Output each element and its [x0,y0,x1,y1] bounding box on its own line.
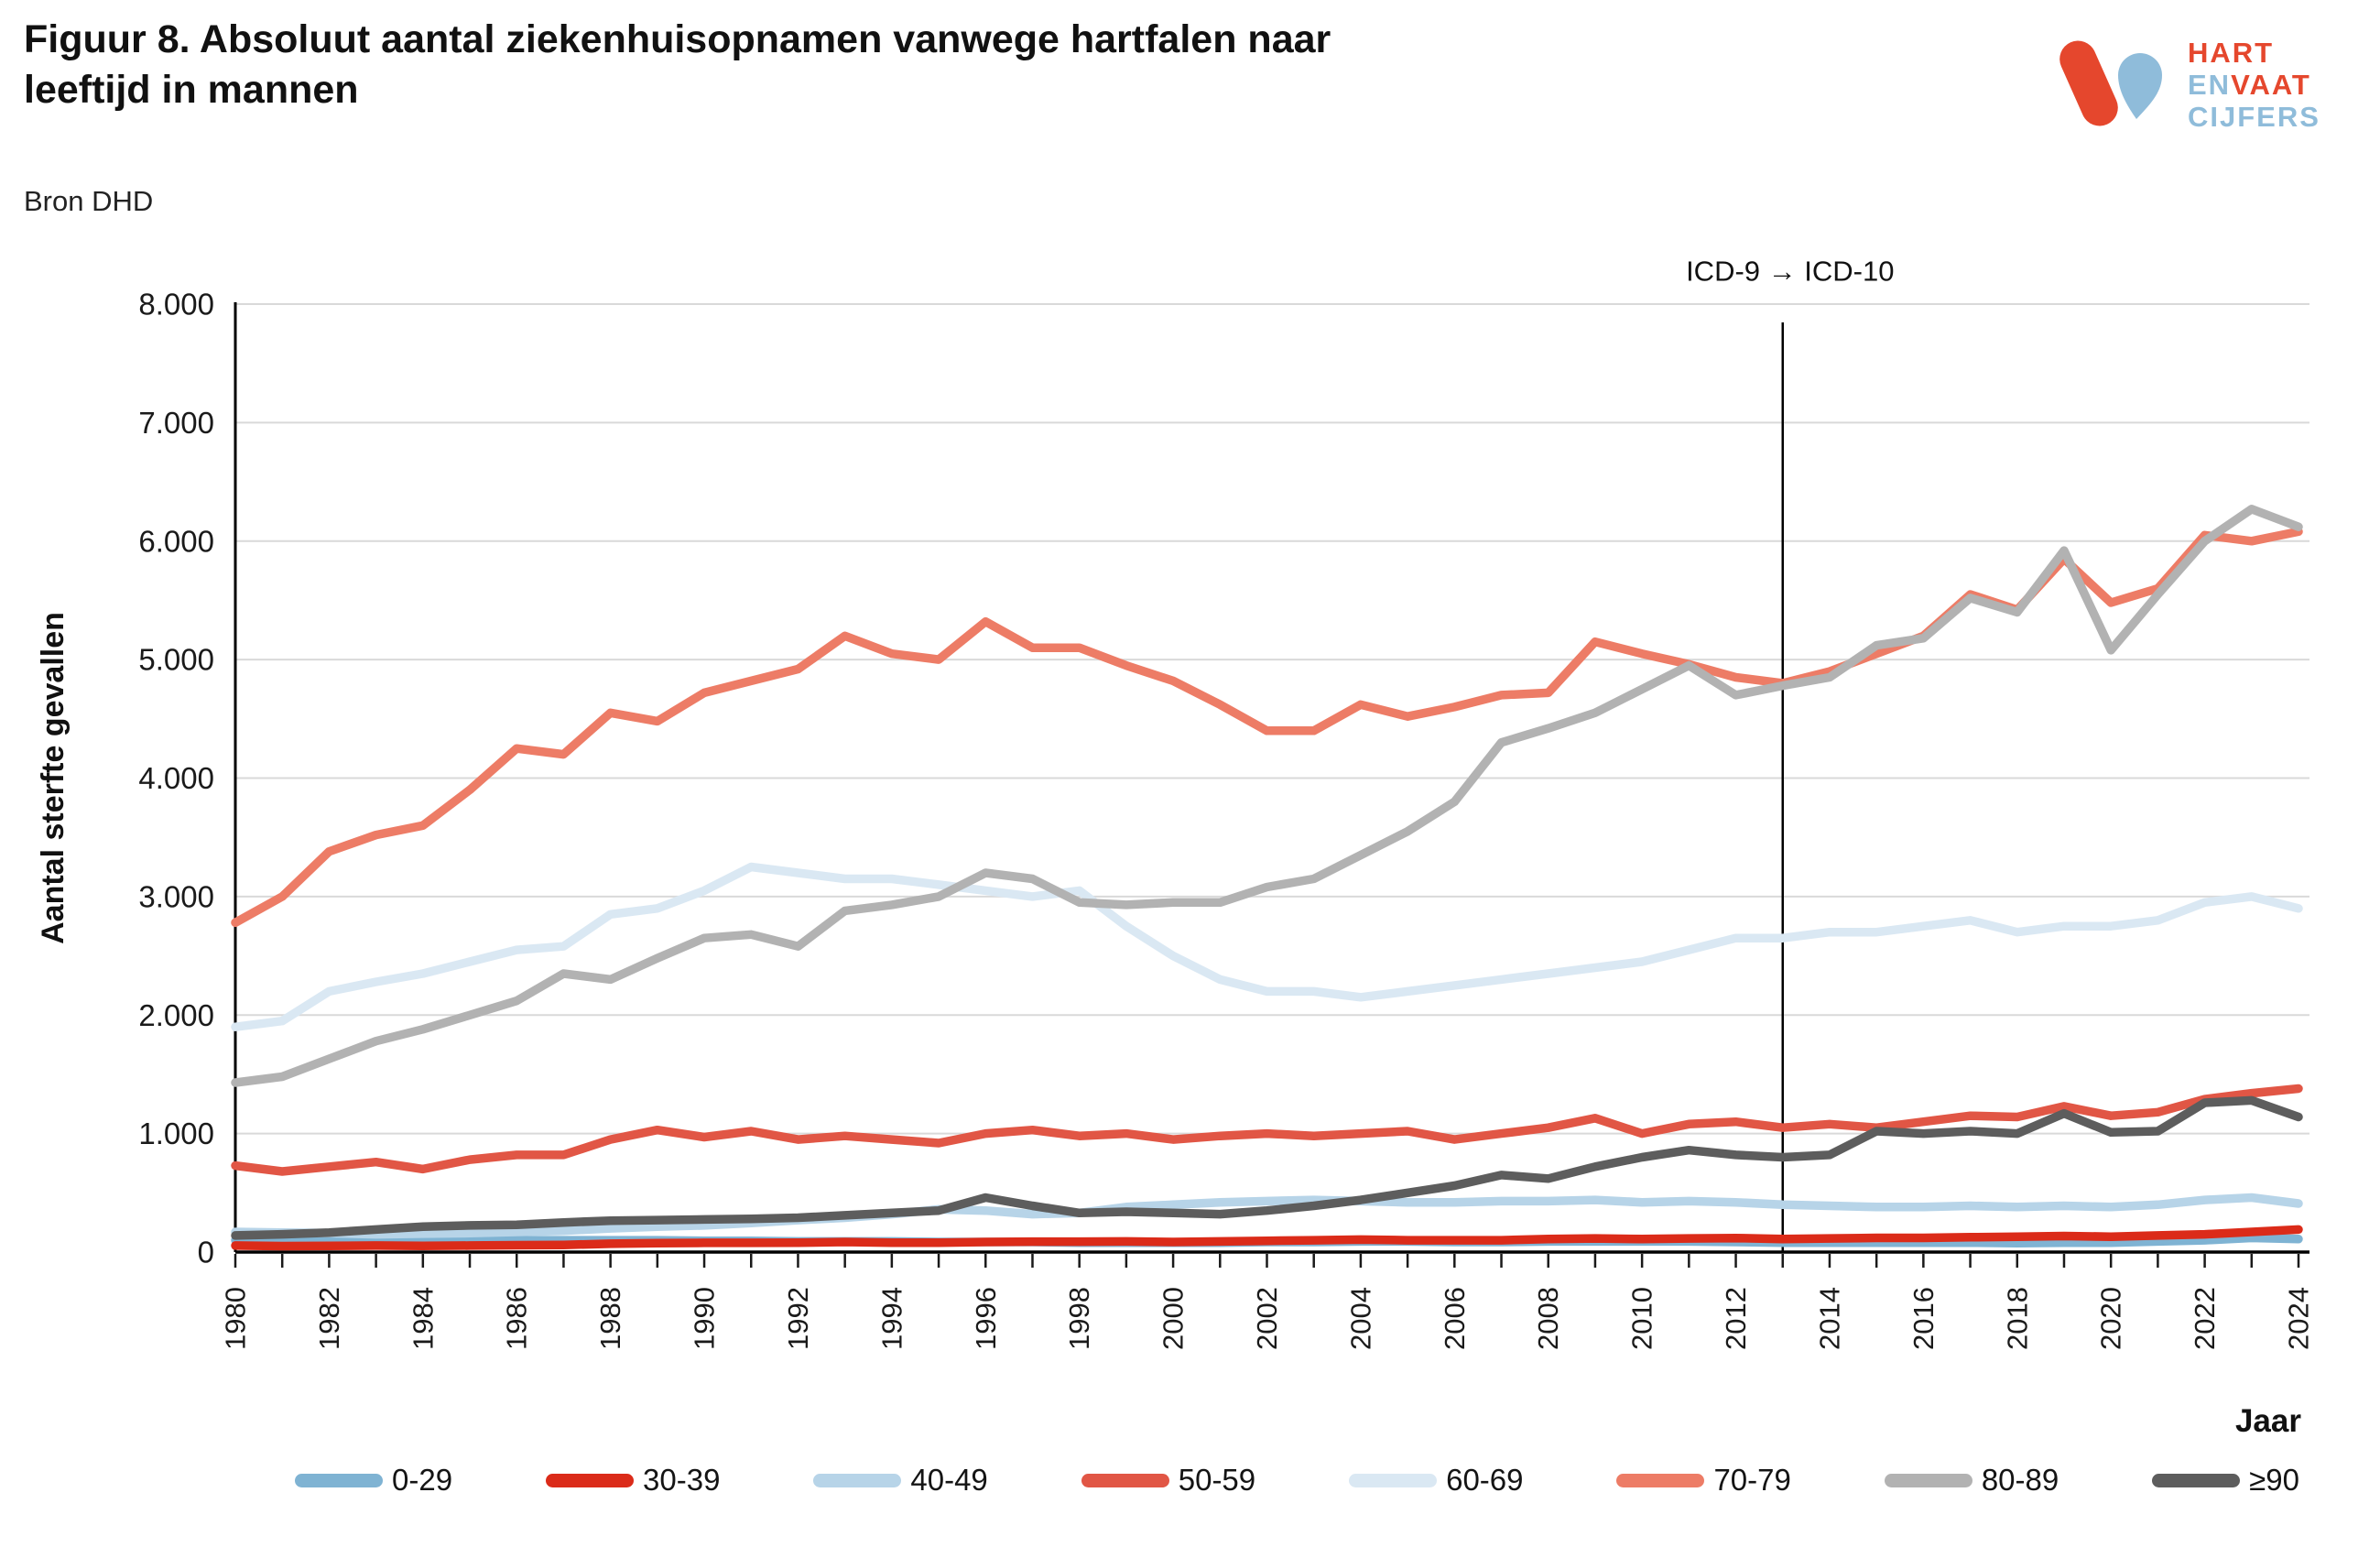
y-tick-label-1.000: 1.000 [138,1117,214,1150]
y-tick-label-3.000: 3.000 [138,879,214,913]
series-line-70-79 [231,527,2303,928]
logo-word-en: EN [2188,69,2232,101]
legend-swatch-70-79 [1616,1473,1705,1487]
y-tick-label-7.000: 7.000 [138,406,214,440]
legend-swatch-≥90 [2152,1473,2241,1487]
heart-logo-icon [2059,40,2162,126]
x-tick-label-1992: 1992 [782,1287,814,1350]
legend-item-≥90: ≥90 [2152,1463,2299,1498]
y-tick-label-4.000: 4.000 [138,761,214,795]
y-tick-label-5.000: 5.000 [138,643,214,677]
legend-swatch-60-69 [1349,1473,1438,1487]
y-tick-label-6.000: 6.000 [138,524,214,558]
legend-label-0-29: 0-29 [392,1463,453,1497]
logo-word-vaat: VAAT [2231,69,2311,101]
legend-item-40-49: 40-49 [813,1463,988,1498]
legend-label-40-49: 40-49 [910,1463,988,1497]
legend-label-80-89: 80-89 [1981,1463,2059,1497]
series-line-50-59 [231,1084,2303,1176]
legend-item-0-29: 0-29 [295,1463,452,1498]
x-axis-title: Jaar [2234,1403,2301,1439]
x-tick-label-2022: 2022 [2189,1287,2221,1350]
figure-title-line1: Figuur 8. Absoluut aantal ziekenhuisopna… [24,17,1331,61]
icd-transition-label: ICD-9 → ICD-10 [1686,256,1894,288]
x-tick-label-2004: 2004 [1344,1287,1376,1350]
x-tick-label-1984: 1984 [407,1287,439,1350]
figure-title-line2: leeftijd in mannen [24,68,359,113]
series-line-40-49 [231,1193,2303,1239]
x-tick-label-1982: 1982 [313,1287,345,1350]
x-tick-label-2014: 2014 [1813,1287,1845,1350]
series-line-80-89 [231,505,2303,1087]
legend-item-30-39: 30-39 [546,1463,720,1498]
x-tick-label-1988: 1988 [594,1287,626,1350]
legend-label-60-69: 60-69 [1446,1463,1524,1497]
logo-word-hart: HART [2188,37,2275,69]
figure-title: Figuur 8. Absoluut aantal ziekenhuisopna… [24,15,1452,115]
x-tick-label-2012: 2012 [1720,1287,1752,1350]
x-tick-label-1994: 1994 [875,1287,907,1350]
legend-item-80-89: 80-89 [1884,1463,2059,1498]
legend-item-70-79: 70-79 [1616,1463,1791,1498]
y-tick-label-8.000: 8.000 [138,288,214,321]
legend-swatch-0-29 [295,1473,383,1487]
legend-swatch-30-39 [546,1473,635,1487]
legend-label-50-59: 50-59 [1178,1463,1256,1497]
x-tick-label-1996: 1996 [970,1287,1002,1350]
series-line-60-69 [231,862,2303,1031]
x-tick-label-2016: 2016 [1907,1287,1940,1350]
chart-legend: 0-29 30-39 40-49 50-59 60-69 70-79 80-89 ≥90 [295,1462,2299,1498]
legend-label-≥90: ≥90 [2249,1463,2299,1497]
y-axis-title: Aantal sterfte gevallen [36,612,71,944]
logo-word-cijfers: CIJFERS [2188,101,2320,133]
legend-item-50-59: 50-59 [1081,1463,1255,1498]
legend-swatch-80-89 [1884,1473,1972,1487]
x-tick-label-2000: 2000 [1157,1287,1190,1350]
legend-item-60-69: 60-69 [1349,1463,1524,1498]
x-tick-label-1998: 1998 [1063,1287,1095,1350]
x-tick-label-1990: 1990 [689,1287,721,1350]
figure-source: Bron DHD [24,185,154,217]
x-tick-label-1986: 1986 [501,1287,533,1350]
series-line-≥90 [231,1095,2303,1240]
x-tick-label-1980: 1980 [220,1287,252,1350]
x-tick-label-2008: 2008 [1532,1287,1564,1350]
legend-swatch-50-59 [1081,1473,1169,1487]
logo-text: HART ENVAAT CIJFERS [2188,37,2320,133]
legend-label-70-79: 70-79 [1713,1463,1791,1497]
hartenvaatcijfers-logo: HART ENVAAT CIJFERS [2054,33,2347,143]
y-tick-label-2.000: 2.000 [138,998,214,1032]
legend-label-30-39: 30-39 [643,1463,721,1497]
x-tick-label-2020: 2020 [2095,1287,2127,1350]
x-tick-label-2002: 2002 [1251,1287,1283,1350]
legend-swatch-40-49 [813,1473,902,1487]
x-tick-label-2018: 2018 [2001,1287,2033,1350]
y-tick-label-0: 0 [198,1236,214,1269]
x-tick-label-2010: 2010 [1626,1287,1658,1350]
x-tick-label-2006: 2006 [1439,1287,1471,1350]
x-tick-label-2024: 2024 [2283,1287,2315,1350]
series-line-30-39 [231,1225,2303,1251]
